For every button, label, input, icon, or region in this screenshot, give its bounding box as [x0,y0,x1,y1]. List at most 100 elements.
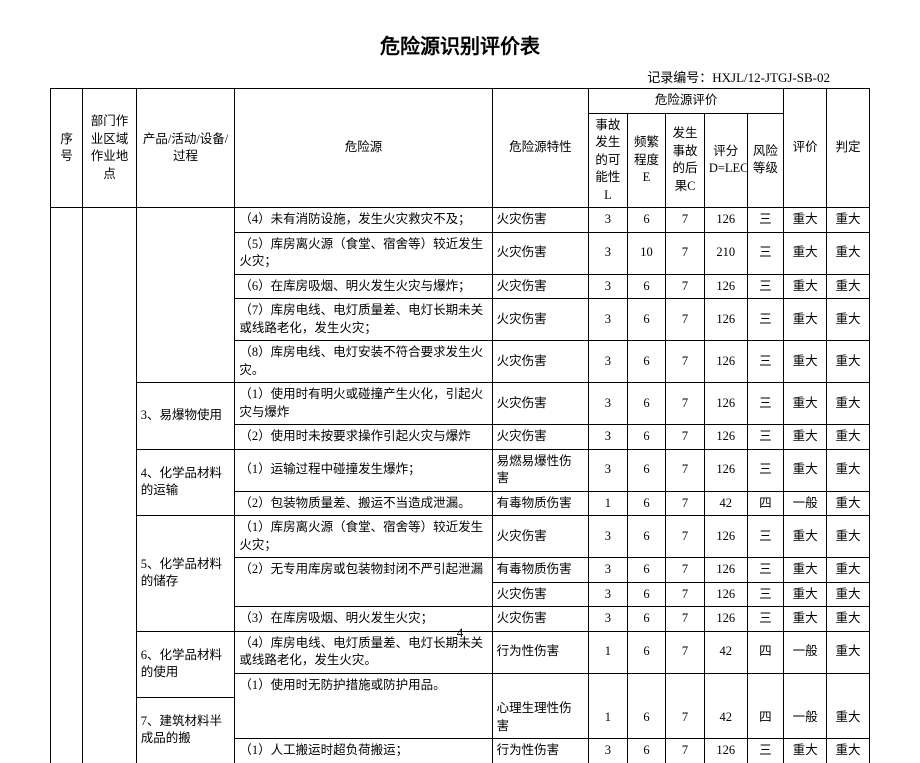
cell-E: 10 [627,232,666,274]
cell-risk: 三 [747,299,783,341]
cell-E: 6 [627,449,666,491]
cell-char: 火灾伤害 [492,341,588,383]
cell-judge [827,673,870,697]
cell-L: 3 [589,739,628,763]
cell-C: 7 [666,299,705,341]
cell-L: 1 [589,491,628,516]
cell-L: 3 [589,274,628,299]
page-title: 危险源识别评价表 [50,30,870,59]
cell-L: 3 [589,582,628,607]
cell-E: 6 [627,208,666,233]
cell-C [666,673,705,697]
cell-eval: 重大 [784,739,827,763]
cell-D: 126 [704,299,747,341]
cell-D: 126 [704,739,747,763]
cell-prod [136,208,235,383]
th-e: 频繁程度E [627,113,666,208]
cell-risk [747,673,783,697]
th-risk: 风险等级 [747,113,783,208]
table-row: 3、易爆物使用（1）使用时有明火或碰撞产生火化，引起火灾与爆炸火灾伤害36712… [51,383,870,425]
cell-L: 3 [589,208,628,233]
cell-L: 3 [589,425,628,450]
cell-eval: 重大 [784,299,827,341]
cell-E: 6 [627,516,666,558]
cell-eval: 一般 [784,697,827,739]
cell-eval: 重大 [784,341,827,383]
cell-D: 126 [704,516,747,558]
th-prod: 产品/活动/设备/过程 [136,89,235,208]
cell-char: 心理生理性伤害 [492,697,588,739]
cell-eval: 重大 [784,208,827,233]
th-seq: 序号 [51,89,83,208]
cell-C: 7 [666,558,705,583]
cell-eval: 重大 [784,449,827,491]
cell-seq [51,208,83,763]
th-judge: 判定 [827,89,870,208]
th-d: 评分D=LEC [704,113,747,208]
cell-D: 126 [704,208,747,233]
cell-judge: 重大 [827,341,870,383]
th-src: 危险源 [235,89,492,208]
cell-source: （1）使用时无防护措施或防护用品。 [235,673,492,697]
cell-judge: 重大 [827,208,870,233]
cell-char: 易燃易爆性伤害 [492,449,588,491]
cell-D: 210 [704,232,747,274]
cell-C: 7 [666,516,705,558]
cell-L: 3 [589,449,628,491]
cell-C: 7 [666,341,705,383]
cell-eval [784,673,827,697]
cell-L: 3 [589,383,628,425]
cell-C: 7 [666,739,705,763]
record-number: 记录编号：HXJL/12-JTGJ-SB-02 [50,67,870,86]
cell-char: 火灾伤害 [492,582,588,607]
cell-source: （1）使用时有明火或碰撞产生火化，引起火灾与爆炸 [235,383,492,425]
cell-D: 126 [704,383,747,425]
cell-source [235,582,492,607]
cell-char: 火灾伤害 [492,208,588,233]
cell-E: 6 [627,582,666,607]
cell-C: 7 [666,449,705,491]
cell-E: 6 [627,341,666,383]
cell-E: 6 [627,491,666,516]
cell-char: 行为性伤害 [492,739,588,763]
cell-D: 42 [704,697,747,739]
cell-eval: 重大 [784,558,827,583]
cell-risk: 三 [747,383,783,425]
cell-judge: 重大 [827,232,870,274]
cell-E: 6 [627,299,666,341]
table-row: 4、化学品材料的运输（1）运输过程中碰撞发生爆炸；易燃易爆性伤害367126三重… [51,449,870,491]
cell-eval: 重大 [784,274,827,299]
cell-char: 火灾伤害 [492,516,588,558]
cell-L: 3 [589,232,628,274]
cell-eval: 重大 [784,232,827,274]
cell-risk: 三 [747,341,783,383]
cell-C: 7 [666,697,705,739]
cell-C: 7 [666,383,705,425]
th-c: 发生事故的后果C [666,113,705,208]
cell-C: 7 [666,491,705,516]
table-row: 5、化学品材料的储存（1）库房离火源（食堂、宿舍等）较近发生火灾；火灾伤害367… [51,516,870,558]
cell-E: 6 [627,739,666,763]
cell-D: 126 [704,449,747,491]
cell-judge: 重大 [827,299,870,341]
cell-eval: 重大 [784,425,827,450]
cell-C: 7 [666,274,705,299]
table-row: 7、建筑材料半成品的搬心理生理性伤害16742四一般重大 [51,697,870,739]
cell-D: 126 [704,558,747,583]
th-char: 危险源特性 [492,89,588,208]
cell-eval: 重大 [784,582,827,607]
cell-source: （6）在库房吸烟、明火发生火灾与爆炸； [235,274,492,299]
cell-E: 6 [627,425,666,450]
cell-D: 126 [704,425,747,450]
th-eval-group: 危险源评价 [589,89,784,114]
cell-prod: 4、化学品材料的运输 [136,449,235,516]
cell-char: 火灾伤害 [492,274,588,299]
cell-L: 1 [589,697,628,739]
th-dept: 部门作业区域作业地点 [83,89,137,208]
cell-source: （2）无专用库房或包装物封闭不严引起泄漏 [235,558,492,583]
cell-source: （1）运输过程中碰撞发生爆炸； [235,449,492,491]
cell-D: 126 [704,274,747,299]
cell-D: 126 [704,341,747,383]
page-number: 4 [0,625,920,641]
cell-C: 7 [666,582,705,607]
